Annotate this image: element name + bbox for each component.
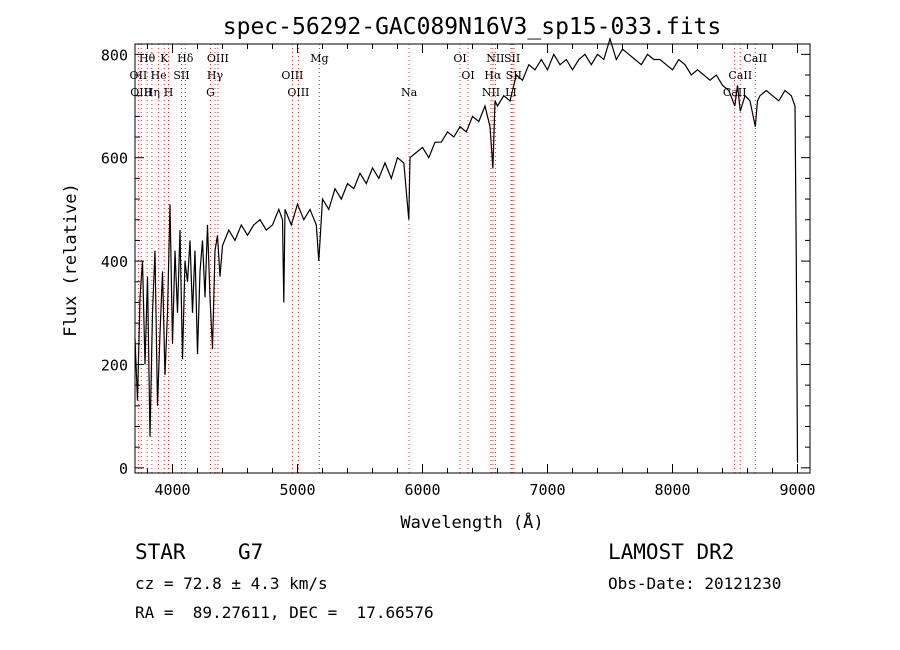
y-axis-label: Flux (relative) [61, 183, 81, 337]
line-label: He [151, 69, 167, 82]
line-label: OI [461, 69, 474, 82]
x-tick-label: 7000 [529, 481, 565, 499]
line-label: OI [453, 52, 466, 65]
line-label: CaII [743, 52, 767, 65]
line-label: SII [173, 69, 189, 82]
redshift-velocity: cz = 72.8 ± 4.3 km/s [135, 574, 328, 593]
y-tick-label: 600 [101, 150, 128, 168]
line-label: SII [504, 52, 520, 65]
line-label: OIII [287, 86, 309, 99]
y-tick-label: 800 [101, 46, 128, 64]
line-label: OIII [130, 86, 152, 99]
x-tick-label: 8000 [654, 481, 690, 499]
line-label: SII [506, 69, 522, 82]
line-label: Na [401, 86, 418, 99]
line-label: G [206, 86, 215, 99]
line-label: NII [482, 86, 500, 99]
line-label: Hγ [207, 69, 224, 82]
x-tick-label: 6000 [404, 481, 440, 499]
spectrum-series [134, 36, 799, 463]
line-label: CaII [728, 69, 752, 82]
line-label: CaII [723, 86, 747, 99]
chart-title: spec-56292-GAC089N16V3_sp15-033.fits [223, 14, 722, 40]
line-label: K [160, 52, 169, 65]
line-label: Hη [144, 86, 160, 99]
y-tick-label: 200 [101, 356, 128, 374]
y-tick-label: 0 [119, 460, 128, 478]
line-label: Hθ [139, 52, 156, 65]
y-tick-label: 400 [101, 253, 128, 271]
spectrum-line [134, 36, 799, 463]
x-tick-label: 5000 [279, 481, 315, 499]
x-tick-label: 9000 [779, 481, 815, 499]
plot-frame [134, 43, 811, 474]
line-label: Hα [484, 69, 502, 82]
line-label: Hδ [177, 52, 194, 65]
line-label: Mg [310, 52, 328, 65]
x-tick-label: 4000 [154, 481, 190, 499]
x-axis-label: Wavelength (Å) [400, 511, 543, 533]
survey-name: LAMOST DR2 [608, 540, 735, 564]
line-label: OIII [281, 69, 303, 82]
axis-ticks: 4000 5000 6000 7000 8000 9000 0 200 400 600 800 [101, 44, 816, 499]
line-label: LI [505, 86, 517, 99]
line-label: NII [486, 52, 504, 65]
line-label: OIII [207, 52, 229, 65]
object-class: STAR [135, 540, 186, 564]
line-label: H [164, 86, 174, 99]
coordinates: RA = 89.27611, DEC = 17.66576 [135, 603, 434, 622]
line-label: OII [130, 69, 148, 82]
object-subclass: G7 [238, 540, 264, 564]
observation-date: Obs-Date: 20121230 [608, 574, 782, 593]
line-markers [137, 44, 756, 473]
